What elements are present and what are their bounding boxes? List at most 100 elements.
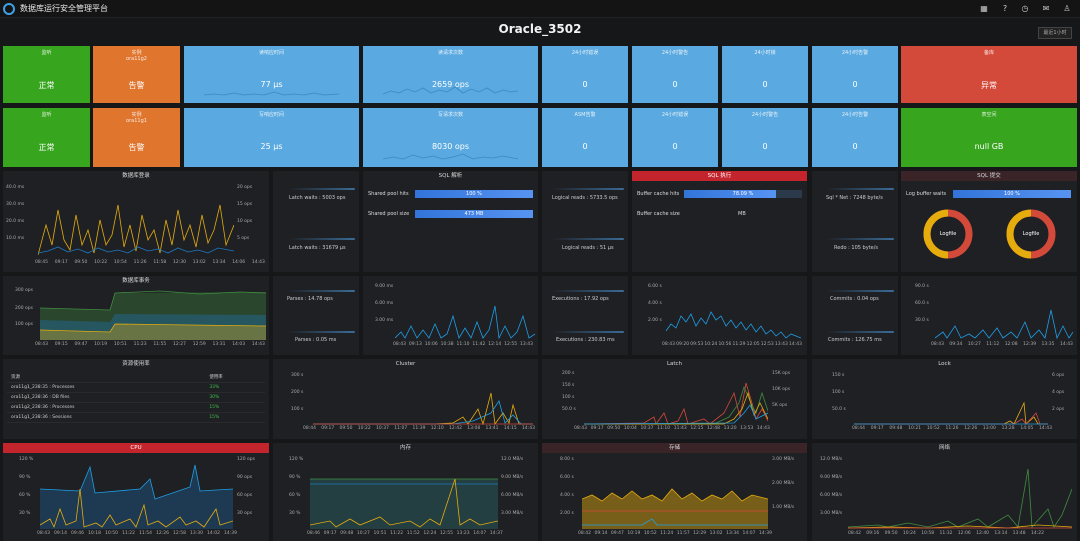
warnings-24h-tile-2[interactable]: 24小时警告 0 xyxy=(722,108,808,167)
write-latency-tile[interactable]: 写响应时间 25 μs xyxy=(184,108,359,167)
y-tick: 8.00 s xyxy=(560,457,574,462)
mail-icon[interactable]: ✉ xyxy=(1042,4,1050,13)
x-tick: 14:43 xyxy=(251,342,265,347)
clock-icon[interactable]: ◷ xyxy=(1021,4,1029,13)
write-ops-tile[interactable]: 写请求次数 8030 ops xyxy=(363,108,538,167)
y-tick-right: 4 ops xyxy=(1052,390,1065,395)
x-axis: 08:44 09:17 09:48 10:21 10:52 11:26 12:26 13:00… xyxy=(852,426,1052,431)
commits-panel[interactable]: Commits : 0.04 ops Commits : 126.75 ms xyxy=(812,276,898,355)
tile-title: 表空间 xyxy=(981,112,997,118)
x-tick: 11:22 xyxy=(122,531,135,536)
executions-time: Executions : 230.83 ms xyxy=(556,337,615,343)
x-tick: 10:27 xyxy=(967,342,981,347)
x-tick: 08:43 xyxy=(662,342,675,347)
resource-usage-panel[interactable]: 资源使用率 资源 使用率 ora11g1_238:35 : Processes 33… xyxy=(3,359,269,439)
listener-status-tile-2[interactable]: 监听 正常 xyxy=(3,108,90,167)
x-tick: 13:02 xyxy=(192,260,206,265)
warnings-24h-tile[interactable]: 24小时警告 0 xyxy=(632,46,718,103)
cpu-chart xyxy=(40,464,233,529)
locks-24h-tile[interactable]: 24小时锁 0 xyxy=(722,46,808,103)
time-range-button[interactable]: 最近1小时 xyxy=(1038,27,1072,39)
latch-waits-time: Latch waits : 31679 μs xyxy=(289,245,346,251)
table-row[interactable]: ora11g1_238:35 : Processes 33% xyxy=(7,382,265,393)
sql-exec-panel[interactable]: SQL 执行 Buffer cache hits 78.09 % Buffer … xyxy=(632,171,807,272)
x-tick: 11:55 xyxy=(153,342,167,347)
logfile-donut-2 xyxy=(1006,209,1056,259)
network-panel[interactable]: 网络 12.0 MB/s 9.00 MB/s 6.00 MB/s 3.00 MB… xyxy=(812,443,1077,541)
table-row[interactable]: ora11g1_238:36 : Sessions 15% xyxy=(7,412,265,423)
x-tick: 10:21 xyxy=(908,426,922,431)
x-tick: 13:30 xyxy=(190,531,203,536)
logical-reads-panel[interactable]: Logical reads : 5733.5 ops Logical reads… xyxy=(542,171,628,272)
parses-chart-panel[interactable]: 9.00 ms 6.00 ms 3.00 ms 08:43 09:13 10:06 1… xyxy=(363,276,538,355)
sql-parse-panel[interactable]: SQL 解析 Shared pool hits 100 % Shared poo… xyxy=(363,171,538,272)
tile-title: 监听 xyxy=(41,112,52,118)
latch-chart-panel[interactable]: Latch 200 s 150 s 100 s 50.0 s 15K ops 1… xyxy=(542,359,807,439)
alerts-24h-tile-2[interactable]: 24小时告警 0 xyxy=(812,108,898,167)
resource-table: 资源 使用率 ora11g1_238:35 : Processes 33% ora1… xyxy=(7,372,265,423)
y-tick: 120 % xyxy=(289,457,304,462)
x-tick: 14:37 xyxy=(489,531,503,536)
bar-value: 100 % xyxy=(1004,191,1020,197)
commits-chart-panel[interactable]: 90.0 s 60.0 s 30.0 s 08:43 09:34 10:27 11:1… xyxy=(901,276,1077,355)
sessions-chart xyxy=(38,204,234,256)
errors-24h-tile[interactable]: 24小时错误 0 xyxy=(542,46,628,103)
standby-status-tile[interactable]: 备库 异常 xyxy=(901,46,1077,103)
tile-sparkline xyxy=(383,86,518,95)
resource-name: ora11g2_238:36 : Processes xyxy=(7,402,206,413)
y-tick-right: 12.0 MB/s xyxy=(501,457,524,462)
table-row[interactable]: ora11g2_238:36 : Processes 15% xyxy=(7,402,265,413)
transactions-panel[interactable]: 数据库事务 300 ops 200 ops 100 ops 08:43 09:15… xyxy=(3,276,269,355)
sqlnet-panel[interactable]: Sql * Net : 7248 byte/s Redo : 105 byte/… xyxy=(812,171,898,272)
y-tick-right: 5 ops xyxy=(237,236,250,241)
x-tick: 08:42 xyxy=(848,531,861,536)
tile-value: 0 xyxy=(582,80,588,89)
executions-panel[interactable]: Executions : 17.92 ops Executions : 230.… xyxy=(542,276,628,355)
sessions-panel[interactable]: 数据库登录 40.0 ms 30.0 ms 20.0 ms 10.0 ms 20… xyxy=(3,171,269,272)
x-tick: 08:44 xyxy=(852,426,865,431)
sql-commit-panel[interactable]: SQL 提交 Log buffer waits 100 % Logfile Lo… xyxy=(901,171,1077,272)
read-latency-tile[interactable]: 读响应时间 77 μs xyxy=(184,46,359,103)
x-tick: 09:17 xyxy=(870,426,884,431)
x-tick: 09:47 xyxy=(610,531,624,536)
tablespace-tile[interactable]: 表空间 null GB xyxy=(901,108,1077,167)
x-tick: 14:43 xyxy=(788,342,802,347)
parses-panel[interactable]: Parses : 14.78 ops Parses : 0.05 ms xyxy=(273,276,359,355)
x-tick: 13:35 xyxy=(1041,342,1055,347)
read-ops-tile[interactable]: 读请求次数 2659 ops xyxy=(363,46,538,103)
x-tick: 11:26 xyxy=(945,426,959,431)
tile-title: ASM告警 xyxy=(574,112,596,118)
alerts-24h-tile[interactable]: 24小时告警 0 xyxy=(812,46,898,103)
errors-24h-tile-2[interactable]: 24小时错误 0 xyxy=(632,108,718,167)
bar-value: 78.09 % xyxy=(732,191,754,197)
x-tick: 10:38 xyxy=(440,342,454,347)
executions-chart-panel[interactable]: 6.00 s 4.00 s 2.00 s 08:43 09:20 09:53 10:2… xyxy=(632,276,807,355)
donut-label: Logfile xyxy=(939,231,957,237)
x-tick: 12:10 xyxy=(430,426,444,431)
y-tick-right: 15K ops xyxy=(772,371,791,376)
lock-panel[interactable]: Lock 150 s 100 s 50.0 s 6 ops 4 ops 2 op… xyxy=(812,359,1077,439)
x-tick: 11:54 xyxy=(139,531,152,536)
y-tick: 150 s xyxy=(562,383,575,388)
cluster-panel[interactable]: Cluster 300 s 200 s 100 s 08:44 09:17 09:5… xyxy=(273,359,538,439)
tile-value: 告警 xyxy=(128,143,145,152)
tile-title: 24小时警告 xyxy=(661,50,689,56)
listener-status-tile-1[interactable]: 监听 正常 xyxy=(3,46,90,103)
instance-status-tile-2[interactable]: 实例 ora11g1 告警 xyxy=(93,108,180,167)
x-tick: 09:17 xyxy=(323,531,337,536)
latch-waits-panel[interactable]: Latch waits : 5003 ops Latch waits : 316… xyxy=(273,171,359,272)
user-icon[interactable]: ♙ xyxy=(1063,4,1071,13)
x-tick: 13:28 xyxy=(1001,426,1015,431)
help-icon[interactable]: ? xyxy=(1002,4,1008,13)
y-tick: 200 s xyxy=(562,371,575,376)
x-tick: 10:52 xyxy=(643,531,657,536)
memory-panel[interactable]: 内存 120 % 90 % 60 % 30 % 12.0 MB/s 9.00 M… xyxy=(273,443,538,541)
panel-title: SQL 提交 xyxy=(901,171,1077,181)
instance-status-tile-1[interactable]: 实例 ora11g2 告警 xyxy=(93,46,180,103)
x-tick: 11:10 xyxy=(657,426,671,431)
cpu-panel[interactable]: CPU 120 % 90 % 60 % 30 % 120 ops 90 ops … xyxy=(3,443,269,541)
storage-panel[interactable]: 存储 8.00 s 6.00 s 4.00 s 2.00 s 3.00 MB/s… xyxy=(542,443,807,541)
grid-icon[interactable]: ▦ xyxy=(980,4,988,13)
asm-alert-tile[interactable]: ASM告警 0 xyxy=(542,108,628,167)
table-row[interactable]: ora11g1_238:36 : DB files 30% xyxy=(7,392,265,403)
